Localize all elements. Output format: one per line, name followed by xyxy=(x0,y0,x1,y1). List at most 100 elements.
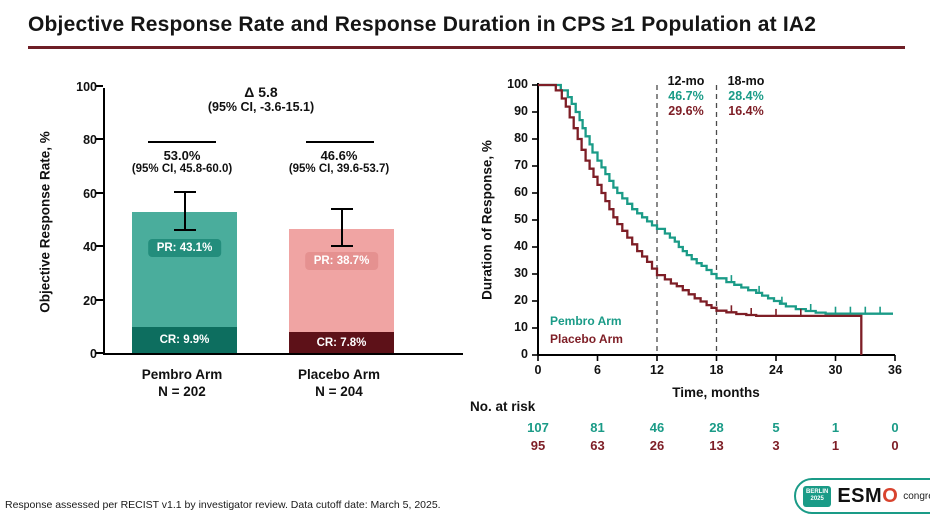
risk-count-placebo: 95 xyxy=(530,438,546,453)
placebo-orr-ci: (95% CI, 39.6-53.7) xyxy=(288,163,390,175)
dor-ytick-label: 90 xyxy=(514,104,528,118)
dor-xtick-label: 6 xyxy=(594,363,601,377)
placebo-orr-value: 46.6% xyxy=(320,148,358,163)
delta-bracket-right xyxy=(306,141,374,143)
placebo-error-cap-bottom xyxy=(330,245,353,248)
pembro-orr-ci: (95% CI, 45.8-60.0) xyxy=(131,163,233,175)
orr-delta-annotation: Δ 5.8 (95% CI, -3.6-15.1) xyxy=(161,84,361,114)
milestone-18mo: 18-mo 28.4% 16.4% xyxy=(719,74,773,119)
dor-xtick-label: 12 xyxy=(650,363,664,377)
orr-ytick-mark xyxy=(96,191,103,194)
pembro-arm-n: N = 202 xyxy=(158,384,206,399)
pembro-pr-label: PR: 43.1% xyxy=(147,238,222,257)
esmo-congress-text: congress xyxy=(903,490,930,502)
placebo-arm-name: Placebo Arm xyxy=(297,367,381,382)
title-underline xyxy=(28,46,905,49)
dor-ytick-label: 70 xyxy=(514,158,528,172)
pembro-error-bar xyxy=(183,192,186,231)
orr-ytick-label: 60 xyxy=(83,186,97,201)
risk-count-placebo: 26 xyxy=(649,438,665,453)
dor-plot-svg xyxy=(532,83,896,361)
risk-count-pembro: 0 xyxy=(891,420,899,435)
dor-ytick-label: 0 xyxy=(521,347,528,361)
placebo-cr-label: CR: 7.8% xyxy=(316,336,367,349)
orr-ytick-label: 100 xyxy=(76,80,97,94)
orr-chart-panel: Objective Response Rate, % Δ 5.8 (95% CI… xyxy=(30,60,470,475)
pembro-arm-name: Pembro Arm xyxy=(141,367,223,382)
dor-ytick-label: 100 xyxy=(507,77,528,91)
risk-count-pembro: 46 xyxy=(649,420,665,435)
dor-x-axis-label: Time, months xyxy=(672,385,760,400)
risk-count-placebo: 63 xyxy=(590,438,605,453)
no-at-risk-label: No. at risk xyxy=(470,399,536,414)
milestone-18mo-pembro-value: 28.4% xyxy=(728,89,764,103)
orr-ytick-mark xyxy=(96,245,103,248)
milestone-12mo-pembro-value: 46.7% xyxy=(668,89,704,103)
badge-year: 2025 xyxy=(810,496,824,502)
risk-count-pembro: 107 xyxy=(527,420,549,435)
placebo-arm-axis-label: Placebo Arm N = 204 xyxy=(259,366,419,400)
pembro-arm-axis-label: Pembro Arm N = 202 xyxy=(102,366,262,400)
dor-ytick-label: 40 xyxy=(514,239,528,253)
orr-bar-1: PR: 38.7% CR: 7.8% xyxy=(289,88,394,353)
orr-plot: PR: 43.1% CR: 9.9% PR: 38.7% CR: 7.8% 0 2… xyxy=(76,80,463,361)
risk-count-pembro: 1 xyxy=(831,420,840,435)
risk-count-pembro: 81 xyxy=(590,420,605,435)
placebo-arm-n: N = 204 xyxy=(315,384,363,399)
milestone-12mo-placebo-value: 29.6% xyxy=(668,104,704,118)
placebo-pr-label: PR: 38.7% xyxy=(304,251,379,270)
orr-ytick-mark xyxy=(96,138,103,141)
legend-placebo-arm: Placebo Arm xyxy=(550,332,623,346)
risk-count-pembro: 5 xyxy=(772,420,780,435)
dor-ytick-label: 60 xyxy=(514,185,528,199)
orr-y-axis-label: Objective Response Rate, % xyxy=(37,131,53,313)
dor-ytick-label: 50 xyxy=(514,212,528,226)
placebo-error-bar xyxy=(340,209,343,248)
dor-ytick-label: 30 xyxy=(514,266,528,280)
pembro-orr-value: 53.0% xyxy=(163,148,201,163)
dor-legend: Pembro Arm Placebo Arm xyxy=(550,312,623,348)
pembro-orr-annotation: 53.0% (95% CI, 45.8-60.0) xyxy=(102,148,262,175)
dor-xtick-label: 24 xyxy=(769,363,783,377)
pembro-error-cap-bottom xyxy=(173,228,196,231)
placebo-cr-segment: CR: 7.8% xyxy=(289,332,394,353)
pembro-cr-segment: CR: 9.9% xyxy=(132,326,237,353)
placebo-error-cap-top xyxy=(330,207,353,210)
risk-count-placebo: 13 xyxy=(709,438,724,453)
dor-xtick-label: 18 xyxy=(709,363,724,377)
orr-ytick-mark xyxy=(96,352,103,354)
dor-chart-panel: Duration of Response, % 12-mo 46.7% 29.6… xyxy=(470,60,930,475)
badge-city: BERLIN xyxy=(806,488,829,495)
legend-pembro-arm: Pembro Arm xyxy=(550,314,622,328)
dor-xtick-label: 0 xyxy=(534,363,542,377)
pembro-error-cap-top xyxy=(173,190,196,193)
delta-value: Δ 5.8 xyxy=(244,84,278,100)
milestone-18mo-placebo-value: 16.4% xyxy=(728,104,764,118)
delta-bracket-left xyxy=(148,141,216,143)
risk-count-placebo: 1 xyxy=(831,438,840,453)
dor-xtick-label: 36 xyxy=(888,363,902,377)
orr-ytick-mark xyxy=(96,85,103,87)
esmo-letters: ESM xyxy=(837,484,883,507)
orr-ytick-label: 80 xyxy=(83,133,97,148)
placebo-orr-annotation: 46.6% (95% CI, 39.6-53.7) xyxy=(259,148,419,175)
delta-ci: (95% CI, -3.6-15.1) xyxy=(207,100,315,114)
milestone-12mo: 12-mo 46.7% 29.6% xyxy=(659,74,713,119)
risk-count-pembro: 28 xyxy=(709,420,724,435)
dor-ytick-label: 10 xyxy=(514,320,528,334)
esmo-wordmark: ESMO xyxy=(837,485,898,508)
esmo-o-mark: O xyxy=(882,484,899,507)
milestone-12mo-label: 12-mo xyxy=(667,74,705,88)
esmo-congress-logo: BERLIN 2025 ESMO congress xyxy=(794,478,930,514)
esmo-berlin-badge: BERLIN 2025 xyxy=(803,485,832,507)
dor-ytick-label: 20 xyxy=(514,293,528,307)
orr-bar-0: PR: 43.1% CR: 9.9% xyxy=(132,88,237,353)
orr-ytick-mark xyxy=(96,298,103,301)
dor-xtick-label: 30 xyxy=(828,363,843,377)
orr-ytick-label: 40 xyxy=(83,240,97,255)
pembro-cr-label: CR: 9.9% xyxy=(159,333,210,346)
dor-ytick-label: 80 xyxy=(514,131,528,145)
slide-title: Objective Response Rate and Response Dur… xyxy=(28,13,817,36)
milestone-18mo-label: 18-mo xyxy=(727,74,765,88)
risk-count-placebo: 0 xyxy=(891,438,899,453)
